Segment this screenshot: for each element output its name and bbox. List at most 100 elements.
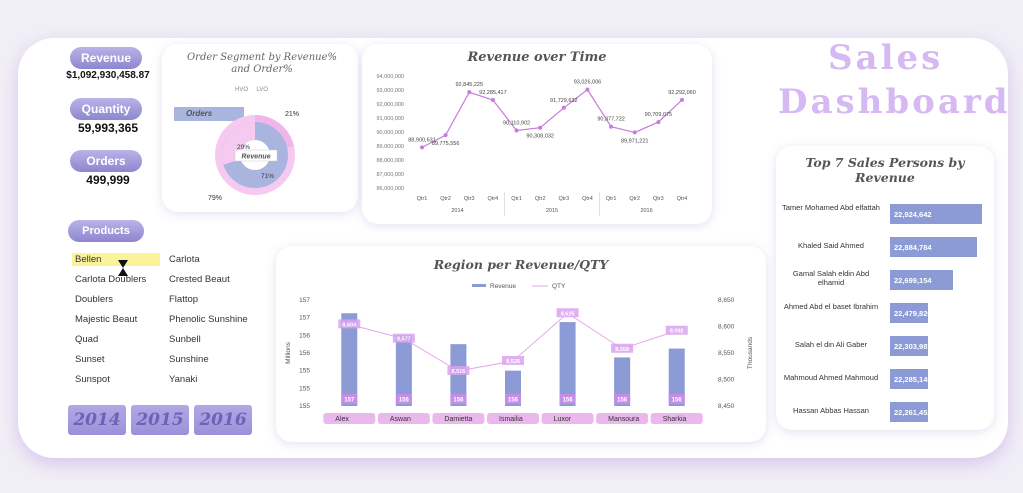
region-label: Damietta: [444, 416, 472, 423]
product-item-carlota[interactable]: Carlota: [169, 254, 200, 265]
revenue-lvo-pct: 71%: [261, 173, 274, 180]
revenue-bar: [614, 357, 631, 406]
legend-lvo: LVO: [256, 87, 268, 93]
y2-tick-label: 8,600: [718, 324, 735, 331]
revenue-kpi-value: $1,092,930,458.87: [66, 70, 150, 81]
year-2015-button[interactable]: 2015: [131, 405, 189, 435]
y-tick-label: 156: [299, 332, 310, 339]
sales-person-value: 22,884,784: [894, 243, 932, 252]
region-label: Mansoura: [608, 416, 639, 423]
sales-person-name: Khaled Said Ahmed: [798, 241, 864, 250]
sales-person-value: 22,303,987: [894, 342, 932, 351]
revenue-center-label: Revenue: [241, 154, 270, 161]
order-segment-title-line2: and Order%: [231, 64, 293, 75]
products-label: Products: [68, 220, 144, 242]
x-tick-label: Qtr3: [653, 196, 664, 202]
product-item-doublers[interactable]: Doublers: [75, 294, 114, 305]
legend-hvo: HVO: [235, 87, 249, 93]
revenue-bar-label-box: [614, 394, 631, 404]
revenue-bar: [450, 344, 467, 406]
region-pill: [323, 413, 376, 424]
revenue-bar-label-box: [450, 394, 467, 404]
revenue-bar-label: 156: [453, 398, 464, 404]
sales-person-value: 22,285,149: [894, 375, 932, 384]
y2-tick-label: 8,450: [718, 403, 735, 410]
qty-label-box: [556, 308, 579, 318]
product-item-sunset[interactable]: Sunset: [75, 354, 105, 365]
revenue-point: [538, 125, 543, 130]
region-label: Alex: [335, 416, 349, 423]
sales-person-value: 22,479,820: [894, 309, 932, 318]
qty-label-box: [447, 366, 470, 376]
y-tick-label: 90,000,000: [376, 130, 404, 136]
region-pill: [650, 413, 703, 424]
revenue-point: [443, 133, 448, 138]
product-item-majestic-beaut[interactable]: Majestic Beaut: [75, 314, 138, 325]
revenue-bar-label-box: [341, 394, 358, 404]
year-2014-button[interactable]: 2014: [68, 405, 126, 435]
orders-kpi-label: Orders: [70, 150, 142, 172]
revenue-data-label: 89,775,556: [432, 141, 460, 147]
product-item-sunbell[interactable]: Sunbell: [169, 334, 201, 345]
region-pill: [432, 413, 485, 424]
revenue-data-label: 92,845,225: [456, 82, 484, 88]
revenue-bar-label-box: [668, 394, 685, 404]
sales-person-name: Mahmoud Ahmed Mahmoud: [783, 373, 879, 382]
y2-axis-label: Thousands: [747, 336, 754, 369]
qty-data-label: 8,604: [342, 322, 357, 328]
y-tick-label: 155: [299, 385, 310, 392]
cursor-hourglass-icon: [118, 260, 128, 276]
year-2016-button[interactable]: 2016: [194, 405, 252, 435]
region-label: Ismailia: [499, 416, 523, 423]
y-tick-label: 157: [299, 315, 310, 322]
revenue-point: [585, 87, 590, 92]
qty-label-box: [611, 343, 634, 353]
y-tick-label: 157: [299, 297, 310, 304]
product-item-crested-beaut[interactable]: Crested Beaut: [169, 274, 230, 285]
sales-person-name: Ahmed Abd el baset Ibrahim: [783, 302, 879, 311]
sales-person-name: Gamal Salah eldin Abd elhamid: [792, 269, 870, 287]
revenue-bar: [395, 335, 412, 406]
product-item-flattop[interactable]: Flattop: [169, 294, 199, 305]
revenue-center-box: [234, 149, 278, 162]
product-item-sunspot[interactable]: Sunspot: [75, 374, 110, 385]
x-tick-label: Qtr4: [488, 196, 499, 202]
y-tick-label: 155: [299, 403, 310, 410]
region-chart: Revenue QTY 157 157 156 156 155 155 155 8,650 8,60…: [285, 283, 754, 424]
revenue-data-label: 90,377,722: [597, 117, 625, 123]
product-item-sunshine[interactable]: Sunshine: [169, 354, 209, 365]
y-tick-label: 91,000,000: [376, 116, 404, 122]
sales-person-bar: [890, 336, 928, 356]
y-tick-label: 89,000,000: [376, 144, 404, 150]
quantity-kpi-value: 59,993,365: [77, 121, 139, 135]
product-item-carlota-doublers[interactable]: Carlota Doublers: [75, 274, 147, 285]
qty-data-label: 8,577: [397, 337, 411, 343]
x-tick-label: Qtr2: [629, 196, 640, 202]
revenue-point: [467, 90, 472, 95]
revenue-bar-label: 156: [617, 398, 628, 404]
qty-data-label: 8,625: [561, 311, 575, 317]
revenue-point: [609, 124, 614, 129]
product-item-quad[interactable]: Quad: [75, 334, 99, 345]
x-tick-label: Qtr2: [535, 196, 546, 202]
x-tick-label: Qtr3: [464, 196, 475, 202]
revenue-bar-label: 157: [344, 398, 355, 404]
x-tick-label: Qtr2: [440, 196, 451, 202]
product-item-phenolic-sunshine[interactable]: Phenolic Sunshine: [169, 314, 248, 325]
quantity-kpi-label: Quantity: [70, 98, 142, 120]
product-item-bellen[interactable]: Bellen: [72, 253, 160, 266]
sales-person-name: Tamer Mohamed Abd elfattah: [782, 203, 880, 212]
revenue-point: [561, 105, 566, 110]
revenue-over-time-title: Revenue over Time: [467, 50, 607, 65]
sales-persons-title: Top 7 Sales Persons by Revenue: [805, 155, 965, 185]
revenue-point: [632, 130, 637, 135]
revenue-data-label: 92,285,417: [479, 90, 507, 96]
region-label: Luxor: [554, 416, 572, 423]
revenue-bar-label: 156: [672, 398, 683, 404]
dashboard-title-line1: Sales: [828, 38, 944, 78]
y-tick-label: 92,000,000: [376, 102, 404, 108]
product-item-yanaki[interactable]: Yanaki: [169, 374, 198, 385]
qty-data-label: 8,592: [670, 329, 684, 335]
revenue-bar-label: 156: [563, 398, 574, 404]
revenue-bar: [559, 322, 576, 406]
